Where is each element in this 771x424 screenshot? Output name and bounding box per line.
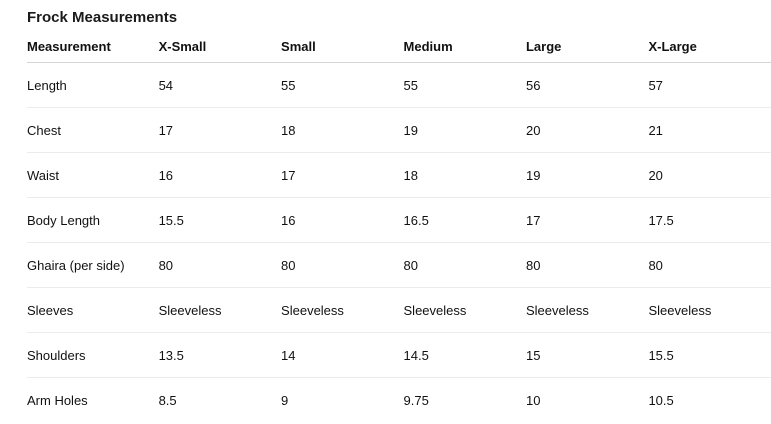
table-cell: 17.5 — [648, 197, 771, 243]
row-label: Waist — [27, 152, 159, 198]
measurements-table: Measurement X-Small Small Medium Large X-Larg… — [27, 30, 771, 422]
table-row: Chest 17 18 19 20 21 — [27, 107, 771, 153]
table-cell: 55 — [403, 62, 526, 108]
column-header: Measurement — [27, 30, 159, 63]
table-title: Frock Measurements — [27, 9, 178, 26]
table-cell: Sleeveless — [648, 287, 771, 333]
table-cell: 57 — [648, 62, 771, 108]
table-cell: 19 — [525, 152, 649, 198]
row-label: Body Length — [27, 197, 159, 243]
table-cell: 10 — [525, 392, 541, 408]
table-cell: 16.5 — [403, 197, 526, 243]
row-label: Chest — [27, 107, 159, 153]
table-cell: 10.5 — [648, 392, 674, 408]
column-header: Medium — [403, 30, 526, 63]
table-cell: 9 — [281, 392, 289, 408]
column-header: X-Small — [158, 30, 282, 63]
row-label: Shoulders — [27, 332, 159, 378]
table-cell: 80 — [648, 242, 771, 288]
table-cell: 9.75 — [403, 392, 429, 408]
table-cell: 56 — [525, 62, 649, 108]
table-cell: Sleeveless — [525, 287, 649, 333]
table-cell: 80 — [281, 242, 404, 288]
table-cell: 20 — [525, 107, 649, 153]
table-cell: Sleeveless — [403, 287, 526, 333]
header-row: Measurement X-Small Small Medium Large X-Larg… — [27, 30, 771, 63]
table-cell: 21 — [648, 107, 771, 153]
table-body: Length 54 55 55 56 57 Chest 17 18 19 20 21 Waist 16 17… — [27, 62, 771, 423]
column-header: X-Large — [648, 30, 771, 63]
table-cell: 15 — [525, 332, 649, 378]
table-cell: Sleeveless — [158, 287, 282, 333]
row-label: Ghaira (per side) — [27, 242, 159, 288]
table-cell: 80 — [158, 242, 282, 288]
table-row: Length 54 55 55 56 57 — [27, 62, 771, 108]
table-cell: 17 — [525, 197, 649, 243]
row-label: Arm Holes — [27, 392, 88, 408]
table-row: Body Length 15.5 16 16.5 17 17.5 — [27, 197, 771, 243]
table-cell: 55 — [281, 62, 404, 108]
column-header: Small — [281, 30, 404, 63]
table-row: Shoulders 13.5 14 14.5 15 15.5 — [27, 332, 771, 378]
table-row: Sleeves Sleeveless Sleeveless Sleeveless Sle… — [27, 287, 771, 333]
table-cell: 80 — [403, 242, 526, 288]
row-label: Sleeves — [27, 287, 159, 333]
table-cell: 18 — [281, 107, 404, 153]
table-cell: 80 — [525, 242, 649, 288]
table-cell: 16 — [158, 152, 282, 198]
table-cell: 16 — [281, 197, 404, 243]
table-row: Waist 16 17 18 19 20 — [27, 152, 771, 198]
table-cell: 18 — [403, 152, 526, 198]
table-cell: 8.5 — [158, 392, 177, 408]
table-cell: 15.5 — [648, 332, 771, 378]
table-cell: Sleeveless — [281, 287, 404, 333]
table-cell: 13.5 — [158, 332, 282, 378]
table-row: Ghaira (per side) 80 80 80 80 80 — [27, 242, 771, 288]
table-cell: 19 — [403, 107, 526, 153]
table-cell: 20 — [648, 152, 771, 198]
table-cell: 14 — [281, 332, 404, 378]
table-row: Arm Holes 8.5 9 9.75 10 10.5 — [27, 378, 771, 423]
row-label: Length — [27, 62, 159, 108]
table-cell: 17 — [158, 107, 282, 153]
column-header: Large — [525, 30, 649, 63]
table-cell: 15.5 — [158, 197, 282, 243]
table-cell: 14.5 — [403, 332, 526, 378]
table-cell: 17 — [281, 152, 404, 198]
table-cell: 54 — [158, 62, 282, 108]
